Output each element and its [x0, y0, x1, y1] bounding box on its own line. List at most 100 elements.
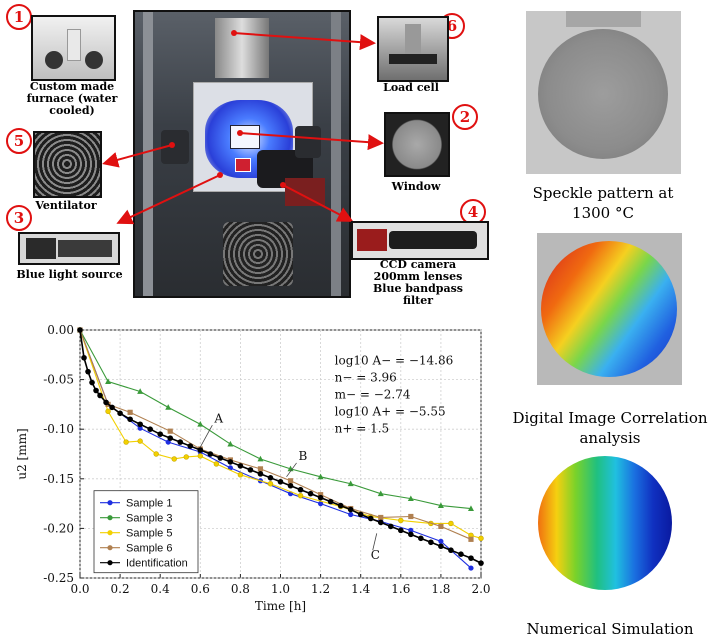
- data-point: [318, 501, 324, 507]
- data-point: [267, 481, 274, 487]
- x-tick-label: 2.0: [471, 582, 490, 596]
- data-point: [171, 456, 177, 462]
- ccd-camera-thumbnail: [351, 221, 489, 260]
- data-point: [287, 482, 294, 489]
- data-point: [337, 502, 344, 509]
- data-point: [297, 486, 304, 493]
- data-point: [438, 523, 444, 530]
- data-point: [408, 527, 414, 533]
- data-point: [468, 565, 474, 571]
- data-point: [177, 439, 184, 445]
- x-tick-label: 0.8: [231, 582, 250, 596]
- data-point: [127, 409, 133, 415]
- x-tick-label: 0.0: [70, 582, 89, 596]
- legend-entry: Sample 5: [126, 528, 172, 540]
- data-point: [277, 478, 284, 485]
- window-thumbnail: [384, 112, 450, 177]
- data-point: [137, 388, 144, 394]
- legend-marker: [107, 530, 113, 536]
- data-point: [478, 535, 484, 542]
- data-point: [147, 426, 153, 432]
- speckle-caption: Speckle pattern at 1300 °C: [532, 184, 674, 222]
- data-point: [207, 451, 214, 457]
- data-point: [347, 480, 354, 487]
- data-point: [197, 421, 204, 427]
- parameter-text: m− = −2.74: [335, 388, 411, 402]
- data-point: [123, 439, 129, 445]
- data-point: [467, 505, 474, 511]
- parameter-text: log10 A− = −14.86: [335, 354, 454, 368]
- simulation-caption: Numerical Simulation: [526, 620, 694, 638]
- data-point: [317, 473, 324, 480]
- x-tick-label: 0.4: [151, 582, 170, 596]
- x-tick-label: 1.0: [271, 582, 290, 596]
- data-point: [468, 555, 474, 561]
- x-tick-label: 1.2: [311, 582, 330, 596]
- data-point: [438, 538, 444, 544]
- x-tick-label: 1.8: [431, 582, 450, 596]
- data-point: [407, 495, 414, 502]
- x-tick-label: 1.4: [351, 582, 370, 596]
- y-axis-label: u2 [mm]: [15, 428, 29, 479]
- data-point: [347, 506, 354, 513]
- dic-caption: Digital Image Correlation analysis: [512, 409, 708, 447]
- data-point: [287, 478, 294, 484]
- data-point: [287, 465, 294, 472]
- data-point: [257, 455, 264, 462]
- data-point: [408, 513, 414, 520]
- series-line-sample-1: [79, 329, 472, 569]
- blue-light-thumbnail: [18, 232, 120, 265]
- data-point: [378, 514, 384, 521]
- data-point: [237, 463, 244, 469]
- data-point: [247, 467, 254, 473]
- parameter-text: n− = 3.96: [335, 371, 397, 385]
- y-tick-label: 0.00: [47, 323, 74, 337]
- annotation-label: C: [371, 548, 380, 562]
- data-point: [307, 490, 314, 497]
- annotation-label: A: [213, 411, 223, 425]
- data-point: [183, 454, 189, 460]
- annotation-leader: [372, 533, 378, 551]
- y-tick-label: -0.10: [43, 422, 74, 436]
- furnace-thumbnail: [31, 15, 116, 81]
- data-point: [157, 431, 163, 437]
- data-point: [85, 368, 91, 375]
- legend-marker: [107, 545, 113, 551]
- data-point: [327, 498, 334, 505]
- data-point: [418, 535, 424, 542]
- blue-light-caption: Blue light source: [16, 268, 123, 281]
- data-point: [387, 523, 394, 530]
- load-cell-thumbnail: [377, 16, 449, 82]
- data-point: [478, 560, 484, 566]
- data-point: [213, 461, 220, 467]
- data-point: [153, 451, 159, 457]
- data-point: [217, 455, 224, 461]
- window-caption: Window: [391, 180, 441, 193]
- data-point: [137, 438, 143, 444]
- data-point: [227, 459, 234, 465]
- speckle-pattern-image: [526, 11, 681, 174]
- series-line-sample-6: [79, 329, 472, 540]
- data-point: [117, 410, 123, 417]
- displacement-chart: 0.0 0.2 0.4 0.6 0.8 1.0 1.2 1.4 1.6 1.8 2.0 0.00 -0.…: [15, 323, 491, 613]
- ccd-camera-caption: CCD camera 200mm lenses Blue bandpass fi…: [372, 258, 463, 307]
- data-point: [103, 399, 109, 406]
- data-point: [437, 502, 444, 508]
- data-point: [109, 404, 115, 411]
- furnace-caption: Custom made furnace (water cooled): [26, 80, 118, 117]
- data-point: [89, 379, 95, 386]
- data-point: [408, 531, 414, 538]
- data-point: [187, 443, 194, 449]
- data-point: [167, 435, 174, 441]
- data-point: [105, 378, 112, 384]
- legend-entry: Identification: [126, 558, 188, 570]
- data-point: [428, 539, 434, 546]
- y-tick-label: -0.15: [43, 472, 74, 486]
- y-tick-label: -0.20: [43, 521, 74, 535]
- dic-analysis-image: [537, 233, 682, 385]
- data-point: [297, 492, 304, 499]
- data-point: [137, 421, 143, 428]
- data-point: [257, 466, 264, 472]
- annotation-label: B: [299, 449, 308, 463]
